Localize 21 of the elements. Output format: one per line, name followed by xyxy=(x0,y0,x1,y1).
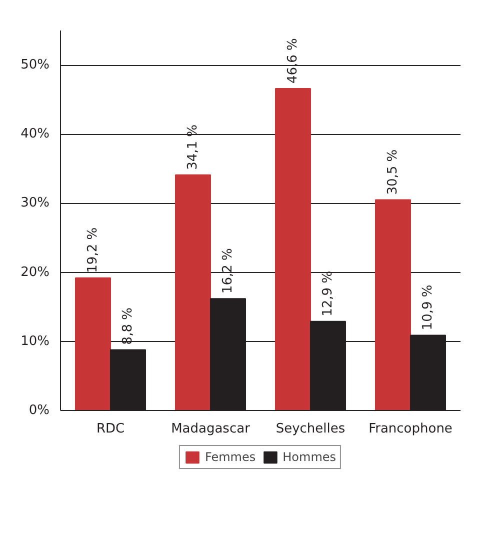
y-tick-label: 10% xyxy=(20,334,50,349)
data-label: 30,5 % xyxy=(386,149,400,195)
y-tick-label: 0% xyxy=(28,403,50,418)
data-label: 19,2 % xyxy=(86,227,100,273)
x-tick-label: Francophone xyxy=(368,422,452,436)
x-tick-label: Madagascar xyxy=(171,422,251,436)
y-tick-label: 30% xyxy=(20,196,50,211)
data-label: 46,6 % xyxy=(286,38,300,84)
bar xyxy=(275,88,311,410)
bar xyxy=(75,277,111,410)
bar xyxy=(175,174,211,410)
y-tick-label: 40% xyxy=(20,126,50,142)
x-tick-label: Seychelles xyxy=(276,422,346,436)
data-label: 16,2 % xyxy=(220,248,236,294)
x-tick-label: RDC xyxy=(96,422,125,436)
bar xyxy=(375,199,411,410)
y-tick-label: 50% xyxy=(20,58,50,73)
data-label: 10,9 % xyxy=(420,284,436,330)
y-tick-label: 20% xyxy=(20,264,50,280)
legend-label: Femmes xyxy=(204,450,256,464)
legend-label: Hommes xyxy=(282,450,336,464)
